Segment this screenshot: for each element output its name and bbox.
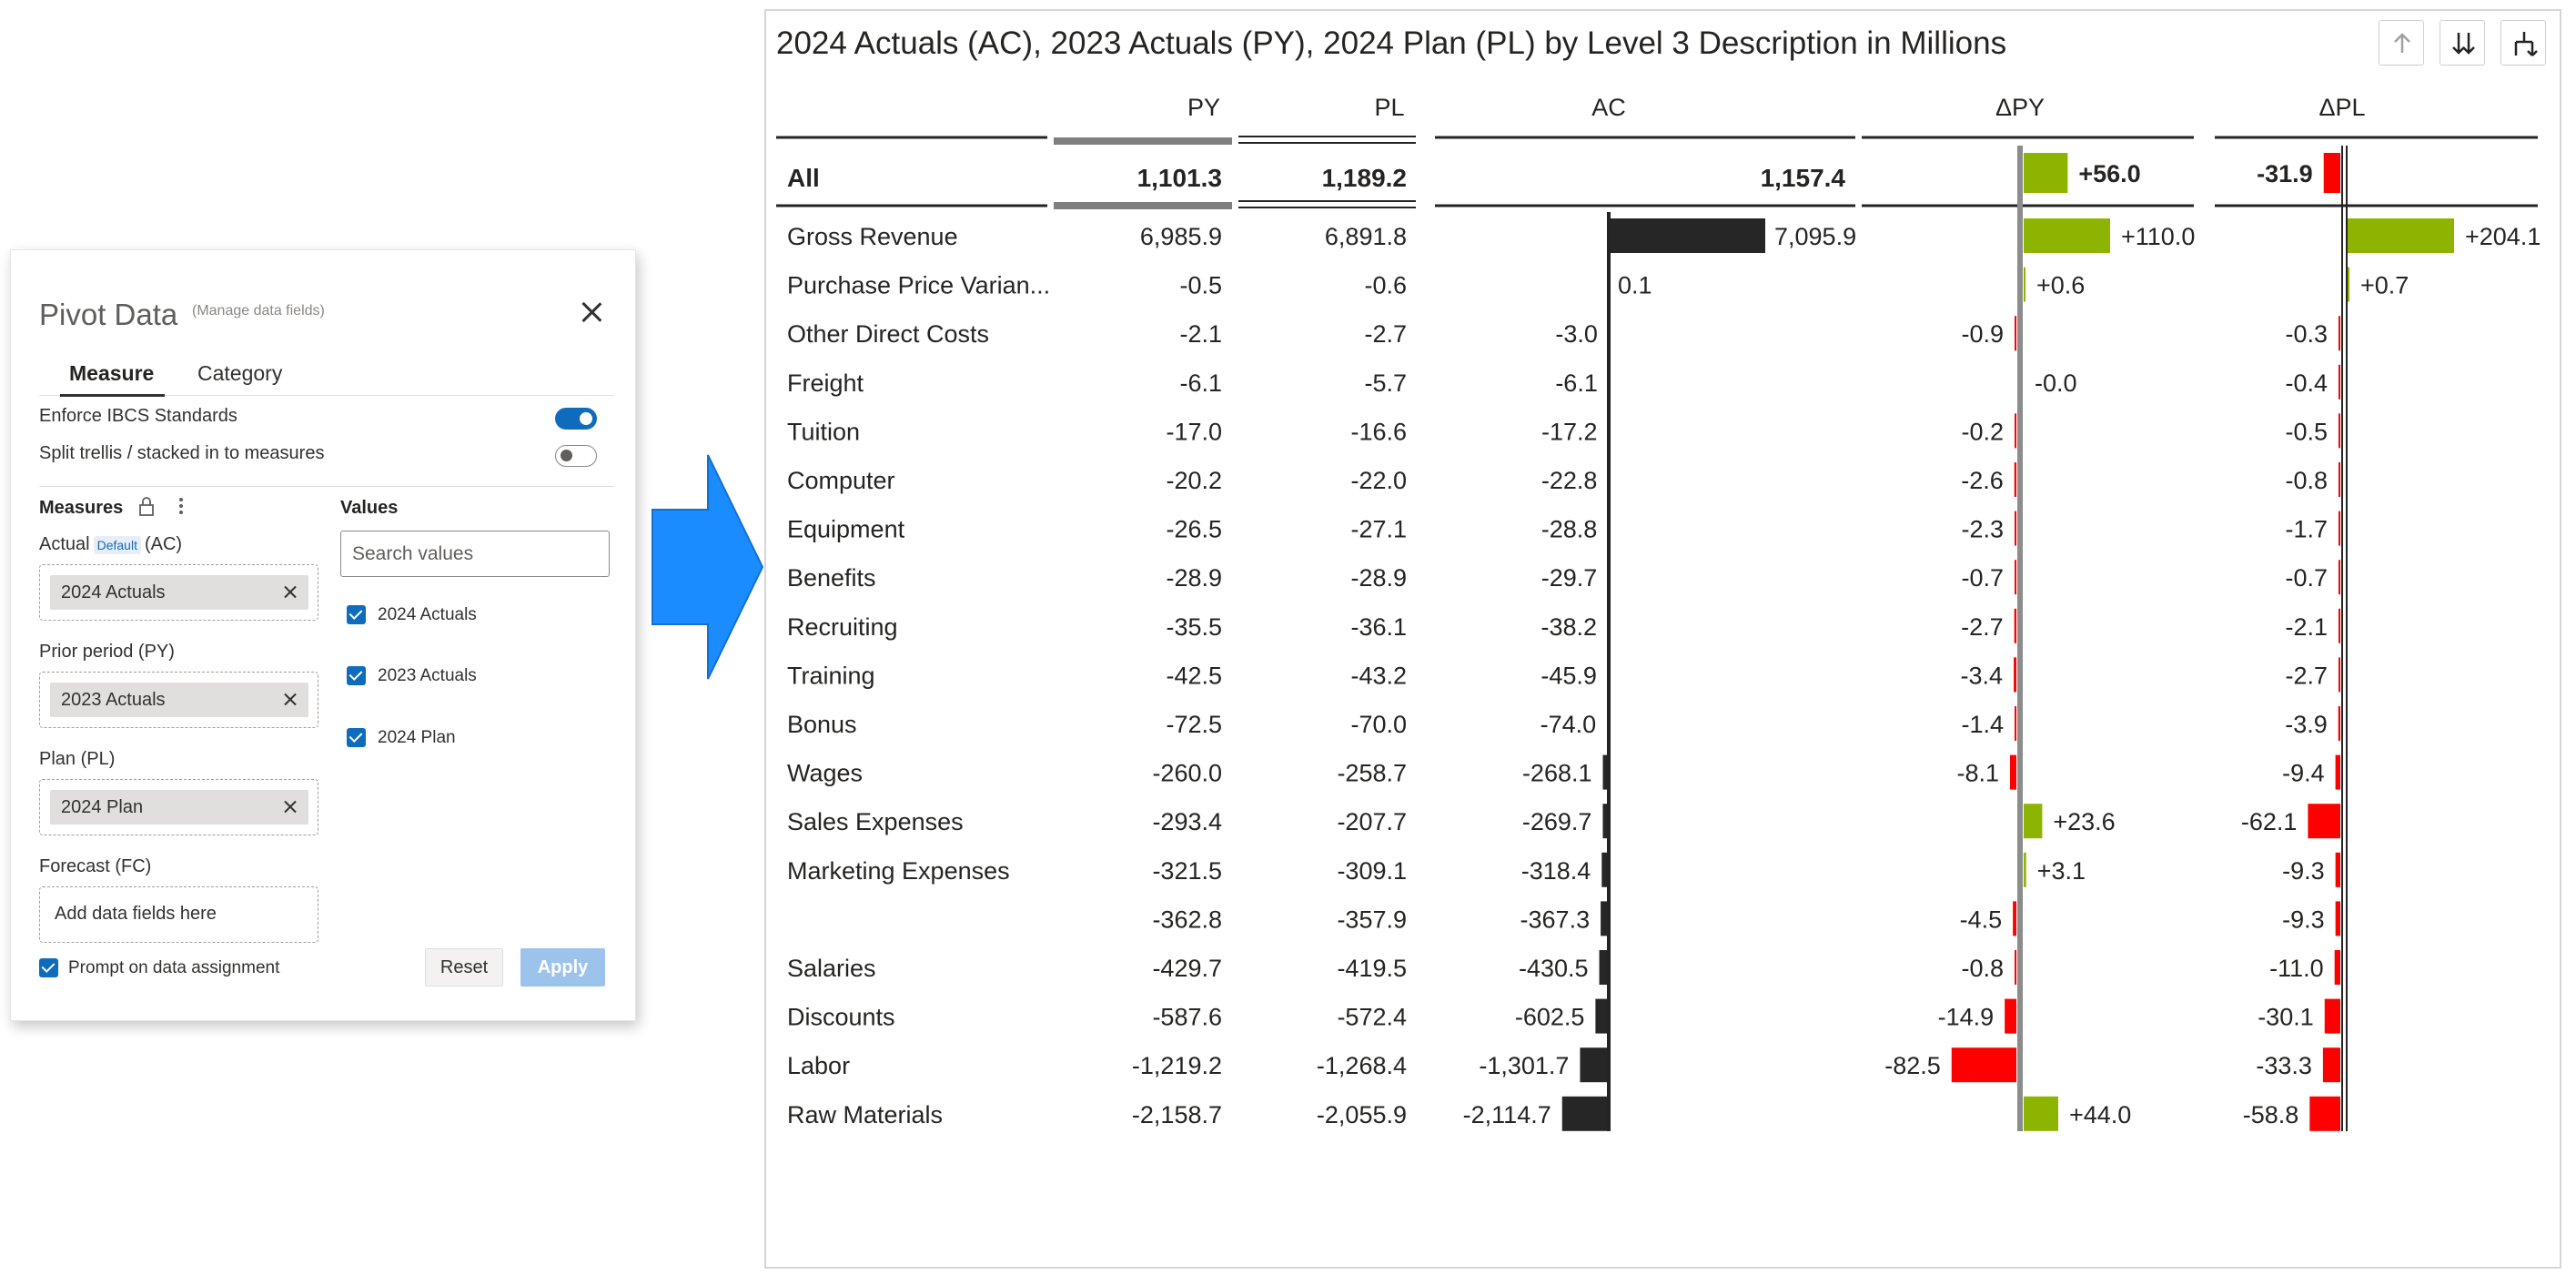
plan-label: Plan (PL) — [39, 749, 116, 769]
values-heading: Values — [340, 498, 399, 518]
value-label: 2023 Actuals — [378, 666, 477, 685]
remove-icon[interactable] — [281, 790, 299, 825]
visual-title: 2024 Actuals (AC), 2023 Actuals (PY), 20… — [776, 25, 2007, 61]
reset-button[interactable]: Reset — [425, 948, 503, 987]
plan-chip-label: 2024 Plan — [61, 797, 144, 817]
drill-up-button[interactable] — [2379, 20, 2424, 66]
search-values-input[interactable] — [340, 531, 610, 577]
prompt-label: Prompt on data assignment — [68, 958, 280, 977]
value-checkbox-2024-plan[interactable] — [347, 728, 366, 747]
forecast-dropzone[interactable]: Add data fields here — [39, 886, 318, 943]
expand-all-icon — [2452, 33, 2475, 55]
split-trellis-toggle[interactable] — [555, 445, 597, 467]
plan-dropzone[interactable]: 2024 Plan — [39, 779, 318, 835]
value-checkbox-2023-actuals[interactable] — [347, 666, 366, 685]
split-trellis-label: Split trellis / stacked in to measures — [39, 443, 325, 463]
value-checkbox-2024-actuals[interactable] — [347, 605, 366, 624]
expand-all-button[interactable] — [2440, 20, 2485, 66]
prompt-checkbox[interactable] — [39, 958, 58, 977]
forecast-placeholder: Add data fields here — [55, 904, 217, 924]
value-label: 2024 Plan — [378, 728, 456, 747]
drill-up-icon — [2394, 33, 2410, 53]
actual-chip-label: 2024 Actuals — [61, 582, 166, 602]
panel-tabs: Measure Category — [39, 359, 614, 397]
actual-dropzone[interactable]: 2024 Actuals — [39, 564, 318, 621]
panel-subtitle: (Manage data fields) — [192, 303, 325, 319]
value-label: 2024 Actuals — [378, 605, 477, 624]
prior-chip-label: 2023 Actuals — [61, 690, 166, 710]
plan-chip[interactable]: 2024 Plan — [50, 790, 308, 825]
prior-period-label: Prior period (PY) — [39, 642, 175, 662]
pivot-data-panel: Pivot Data (Manage data fields) Measure … — [10, 249, 636, 1021]
default-badge: Default — [93, 535, 141, 554]
remove-icon[interactable] — [281, 575, 299, 610]
more-options-icon[interactable] — [177, 496, 186, 518]
hierarchy-button[interactable] — [2500, 20, 2546, 66]
forecast-label: Forecast (FC) — [39, 856, 152, 876]
lock-icon[interactable] — [137, 496, 156, 518]
divider — [39, 486, 614, 487]
close-icon[interactable] — [573, 294, 610, 330]
panel-title: Pivot Data — [39, 298, 178, 331]
enforce-ibcs-label: Enforce IBCS Standards — [39, 406, 237, 426]
prior-period-dropzone[interactable]: 2023 Actuals — [39, 672, 318, 728]
actual-label-text: Actual — [39, 534, 90, 554]
prior-period-chip[interactable]: 2023 Actuals — [50, 683, 308, 717]
actual-label: Actual Default (AC) — [39, 534, 182, 555]
actual-chip[interactable]: 2024 Actuals — [50, 575, 308, 610]
remove-icon[interactable] — [281, 683, 299, 717]
tab-measure[interactable]: Measure — [59, 361, 166, 397]
apply-button[interactable]: Apply — [520, 948, 605, 987]
arrow-right-icon — [652, 454, 764, 680]
enforce-ibcs-toggle[interactable] — [555, 408, 597, 430]
actual-suffix: (AC) — [144, 534, 183, 554]
variance-table-visual — [764, 9, 2561, 1269]
tab-category[interactable]: Category — [197, 361, 283, 385]
measures-heading: Measures — [39, 498, 124, 518]
hierarchy-icon — [2514, 32, 2538, 56]
